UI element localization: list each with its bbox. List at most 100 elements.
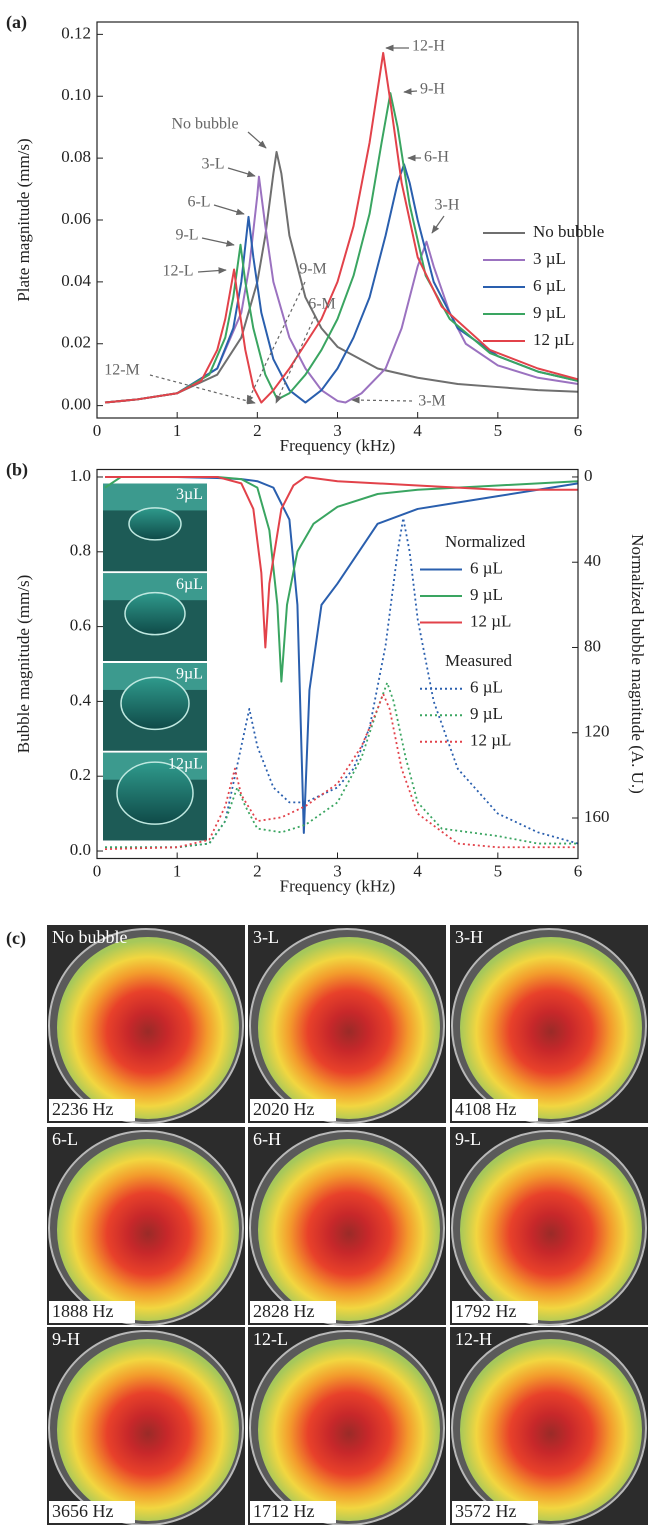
x-axis-title: Frequency (kHz): [280, 436, 396, 455]
legend-label: 6 µL: [470, 678, 503, 697]
y-tick-label: 0.6: [70, 616, 91, 635]
legend-group-title: Normalized: [445, 532, 526, 551]
mode-label: 6-L: [52, 1129, 78, 1149]
y2-tick-label: 80: [584, 636, 601, 655]
y-tick-label: 0.00: [61, 395, 91, 414]
y-tick-label: 0.12: [61, 23, 91, 42]
x-tick-label: 0: [93, 421, 102, 440]
inset-bubble: [124, 591, 186, 636]
legend-label: 9 µL: [470, 704, 503, 723]
annotation: 9-M: [299, 261, 327, 278]
mode-label: 3-H: [455, 927, 483, 947]
legend-label: No bubble: [533, 222, 604, 241]
legend-label: 12 µL: [470, 731, 511, 750]
annotation-arrow: [227, 167, 256, 178]
frequency-box: [250, 1501, 336, 1523]
frequency-label: 3572 Hz: [455, 1501, 517, 1521]
mode-label: 9-H: [52, 1329, 80, 1349]
mode-label: 12-L: [253, 1329, 288, 1349]
annotation-arrow: [246, 281, 306, 404]
x-tick-label: 2: [253, 421, 262, 440]
annotation-arrow: [197, 267, 227, 274]
annotation: 6-L: [187, 194, 210, 211]
data-line: [105, 517, 579, 849]
y2-axis-title: Normalized bubble magnitude (A. U.): [628, 534, 647, 794]
mode-shape: [258, 1339, 440, 1521]
y-tick-label: 0.10: [61, 85, 91, 104]
annotation: 3-H: [435, 197, 460, 214]
y-tick-label: 1.0: [70, 466, 91, 485]
panel-label: (b): [6, 460, 28, 481]
annotation: 3-M: [418, 393, 446, 410]
frequency-label: 2828 Hz: [253, 1301, 315, 1321]
plot-frame: [96, 21, 579, 419]
annotation: 3-L: [201, 156, 224, 173]
annotation-arrow: [403, 88, 418, 95]
frequency-box: [49, 1501, 135, 1523]
y-tick-label: 0.02: [61, 333, 91, 352]
frequency-box: [452, 1501, 538, 1523]
x-tick-label: 5: [494, 421, 503, 440]
mode-shape: [460, 1339, 642, 1521]
x-tick-label: 6: [574, 421, 583, 440]
y2-tick-label: 40: [584, 551, 601, 570]
inset-label: 3µL: [176, 486, 203, 503]
data-line: [104, 92, 579, 404]
frequency-box: [452, 1099, 538, 1121]
annotation: 6-M: [308, 296, 336, 313]
mode-label: No bubble: [52, 927, 128, 947]
annotation: 9-H: [420, 81, 445, 98]
panel-label: (c): [6, 928, 26, 949]
legend-group-title: Measured: [445, 651, 513, 670]
x-tick-label: 1: [173, 861, 182, 880]
annotation: 12-M: [104, 362, 140, 379]
y-tick-label: 0.0: [70, 840, 91, 859]
frequency-box: [49, 1301, 135, 1323]
y-tick-label: 0.2: [70, 765, 91, 784]
data-line: [104, 150, 579, 404]
annotation-arrow: [431, 215, 445, 234]
data-line: [104, 175, 579, 404]
frequency-label: 4108 Hz: [455, 1099, 517, 1119]
inset-bubble: [128, 507, 182, 541]
y-tick-label: 0.08: [61, 147, 91, 166]
mode-shape: [57, 1339, 239, 1521]
mode-shape: [460, 937, 642, 1119]
frequency-box: [250, 1099, 336, 1121]
y2-tick-label: 0: [584, 466, 593, 485]
y-tick-label: 0.8: [70, 541, 91, 560]
mode-shape: [460, 1139, 642, 1321]
panel-label: (a): [6, 12, 27, 33]
data-line: [105, 681, 578, 849]
frequency-label: 1792 Hz: [455, 1301, 517, 1321]
inset-label: 12µL: [168, 755, 203, 772]
frequency-label: 2236 Hz: [52, 1099, 114, 1119]
legend-label: 9 µL: [470, 585, 503, 604]
x-tick-label: 4: [413, 421, 422, 440]
data-line: [104, 475, 579, 683]
data-line: [104, 163, 579, 404]
y-tick-label: 0.4: [70, 690, 92, 709]
mode-shape: [258, 1139, 440, 1321]
frequency-box: [250, 1301, 336, 1323]
y-tick-label: 0.06: [61, 209, 91, 228]
x-tick-label: 4: [413, 861, 422, 880]
frequency-label: 2020 Hz: [253, 1099, 315, 1119]
frequency-label: 1712 Hz: [253, 1501, 315, 1521]
frequency-label: 1888 Hz: [52, 1301, 114, 1321]
annotation-arrow: [149, 374, 256, 405]
x-tick-label: 3: [333, 421, 342, 440]
y-axis-title: Plate magnitude (mm/s): [14, 138, 33, 301]
x-tick-label: 0: [93, 861, 102, 880]
mode-shape: [57, 1139, 239, 1321]
annotation: 9-L: [175, 227, 198, 244]
y-axis-title: Bubble magnitude (mm/s): [14, 575, 33, 753]
plot-frame: [96, 468, 579, 860]
annotation: 12-L: [162, 263, 193, 280]
legend-label: 3 µL: [533, 249, 566, 268]
annotation-arrow: [213, 204, 245, 216]
y2-tick-label: 160: [584, 807, 610, 826]
frequency-label: 3656 Hz: [52, 1501, 114, 1521]
mode-label: 3-L: [253, 927, 279, 947]
inset-bubble: [116, 761, 194, 825]
